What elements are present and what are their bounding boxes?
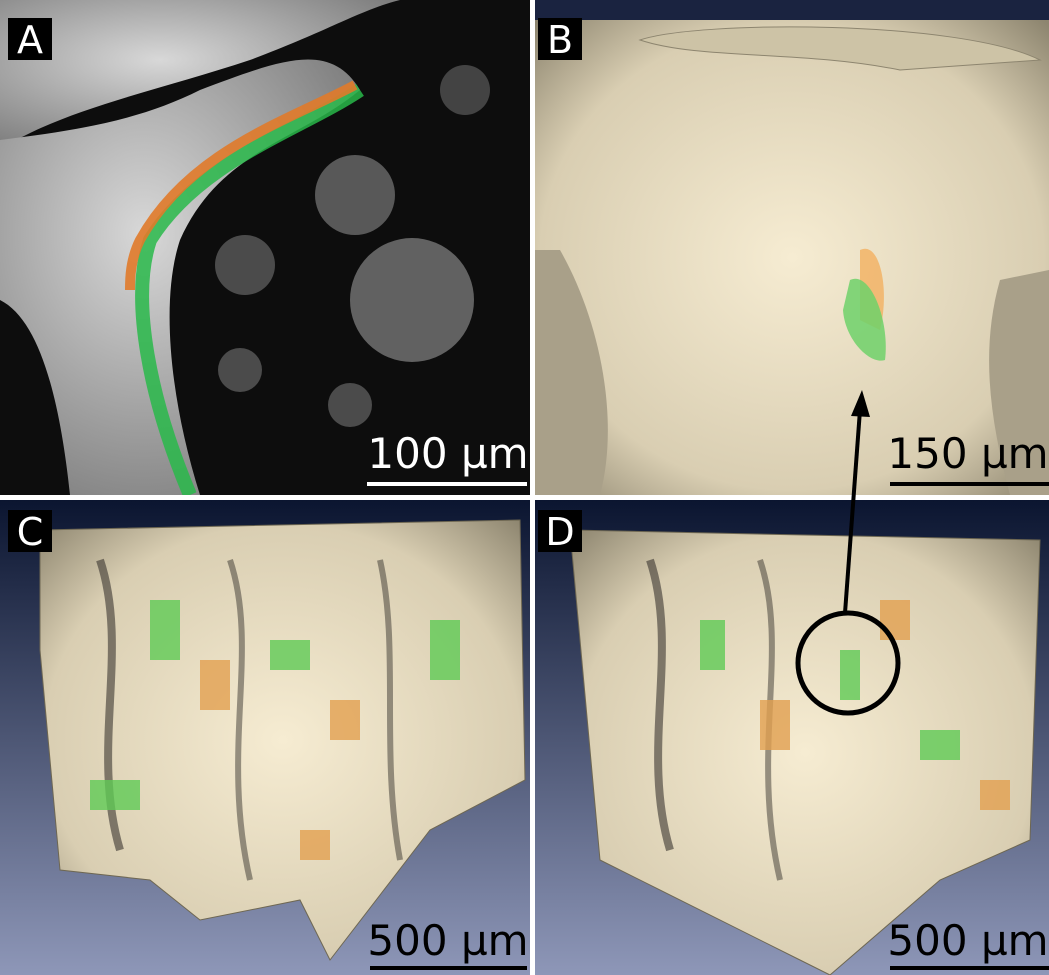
panel-a bbox=[0, 0, 530, 495]
scale-bar-label: 500 µm bbox=[887, 916, 1048, 965]
panel-c bbox=[0, 500, 530, 975]
scale-bar bbox=[370, 966, 527, 970]
panel-label: D bbox=[545, 510, 574, 554]
panel-label: C bbox=[17, 510, 44, 554]
scale-bar-label: 100 µm bbox=[367, 429, 528, 478]
scale-bar bbox=[890, 482, 1049, 486]
panel-b bbox=[535, 0, 1049, 495]
panel-label: B bbox=[547, 18, 573, 62]
panel-label: A bbox=[17, 18, 43, 62]
scale-bar bbox=[367, 482, 527, 486]
scale-bar-label: 500 µm bbox=[367, 916, 528, 965]
figure: A B C D 100 µm 150 µm 500 µm 500 µm bbox=[0, 0, 1049, 975]
scale-bar bbox=[890, 966, 1049, 970]
scale-bar-label: 150 µm bbox=[887, 429, 1048, 478]
panel-d bbox=[535, 500, 1049, 975]
